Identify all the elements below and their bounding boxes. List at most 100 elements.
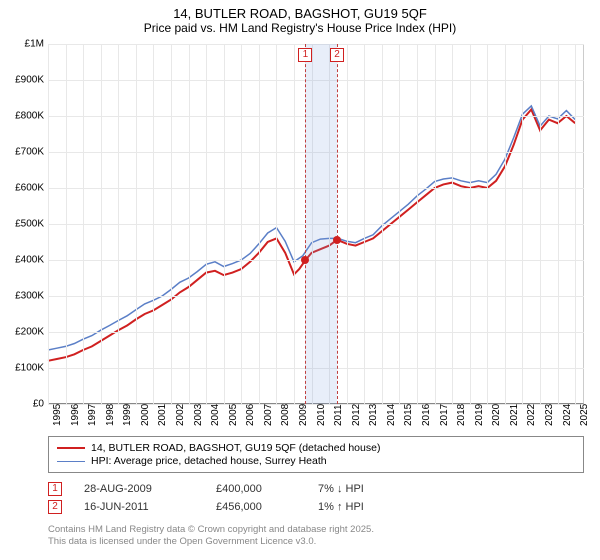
x-tick-label: 1998 — [105, 404, 116, 426]
title-line-2: Price paid vs. HM Land Registry's House … — [0, 21, 600, 35]
x-gridline — [452, 44, 453, 404]
x-gridline — [558, 44, 559, 404]
y-tick-label: £800K — [6, 111, 44, 122]
band-edge — [337, 44, 338, 404]
x-gridline — [347, 44, 348, 404]
x-tick-label: 2025 — [579, 404, 590, 426]
sale-marker-dot — [333, 236, 341, 244]
x-tick-label: 2015 — [403, 404, 414, 426]
x-gridline — [540, 44, 541, 404]
x-tick-label: 2016 — [421, 404, 432, 426]
x-gridline — [171, 44, 172, 404]
y-tick-label: £600K — [6, 183, 44, 194]
x-gridline — [505, 44, 506, 404]
x-tick-label: 2005 — [228, 404, 239, 426]
x-tick-label: 2017 — [439, 404, 450, 426]
x-tick-label: 2023 — [544, 404, 555, 426]
x-gridline — [364, 44, 365, 404]
x-tick-label: 2010 — [316, 404, 327, 426]
data-attribution: Contains HM Land Registry data © Crown c… — [48, 524, 374, 549]
y-tick-label: £1M — [6, 39, 44, 50]
x-tick-label: 2000 — [140, 404, 151, 426]
x-gridline — [382, 44, 383, 404]
x-gridline — [206, 44, 207, 404]
x-gridline — [259, 44, 260, 404]
legend-label: HPI: Average price, detached house, Surr… — [91, 455, 327, 467]
x-tick-label: 1996 — [70, 404, 81, 426]
sale-delta: 1% ↑ HPI — [318, 501, 398, 513]
x-tick-label: 2022 — [526, 404, 537, 426]
x-gridline — [276, 44, 277, 404]
sale-index: 2 — [48, 500, 62, 514]
x-gridline — [136, 44, 137, 404]
footer-line-1: Contains HM Land Registry data © Crown c… — [48, 524, 374, 536]
x-gridline — [294, 44, 295, 404]
chart-area: £0£100K£200K£300K£400K£500K£600K£700K£80… — [48, 44, 584, 404]
legend-item: 14, BUTLER ROAD, BAGSHOT, GU19 5QF (deta… — [57, 442, 575, 454]
y-tick-label: £200K — [6, 327, 44, 338]
x-tick-label: 1995 — [52, 404, 63, 426]
x-tick-label: 2018 — [456, 404, 467, 426]
sale-row: 2 16-JUN-2011 £456,000 1% ↑ HPI — [48, 500, 398, 514]
x-tick-label: 2001 — [157, 404, 168, 426]
x-gridline — [48, 44, 49, 404]
x-gridline — [575, 44, 576, 404]
y-tick-label: £500K — [6, 219, 44, 230]
legend-swatch — [57, 461, 85, 462]
legend-box: 14, BUTLER ROAD, BAGSHOT, GU19 5QF (deta… — [48, 436, 584, 473]
x-tick-label: 2004 — [210, 404, 221, 426]
y-tick-label: £0 — [6, 399, 44, 410]
x-gridline — [470, 44, 471, 404]
sale-date: 28-AUG-2009 — [84, 483, 194, 495]
x-tick-label: 1999 — [122, 404, 133, 426]
x-gridline — [417, 44, 418, 404]
sale-price: £400,000 — [216, 483, 296, 495]
x-tick-label: 2009 — [298, 404, 309, 426]
sale-date: 16-JUN-2011 — [84, 501, 194, 513]
x-gridline — [487, 44, 488, 404]
sales-table: 1 28-AUG-2009 £400,000 7% ↓ HPI 2 16-JUN-2011… — [48, 478, 398, 518]
legend-item: HPI: Average price, detached house, Surr… — [57, 455, 575, 467]
sale-row: 1 28-AUG-2009 £400,000 7% ↓ HPI — [48, 482, 398, 496]
x-gridline — [224, 44, 225, 404]
sale-delta: 7% ↓ HPI — [318, 483, 398, 495]
title-line-1: 14, BUTLER ROAD, BAGSHOT, GU19 5QF — [0, 6, 600, 21]
x-tick-label: 2019 — [474, 404, 485, 426]
band-edge — [305, 44, 306, 404]
y-tick-label: £100K — [6, 363, 44, 374]
sale-marker-dot — [301, 256, 309, 264]
x-tick-label: 2013 — [368, 404, 379, 426]
highlight-band — [305, 44, 337, 404]
x-tick-label: 2020 — [491, 404, 502, 426]
x-tick-label: 2007 — [263, 404, 274, 426]
sale-marker-label: 2 — [330, 48, 344, 62]
x-gridline — [241, 44, 242, 404]
x-tick-label: 2003 — [193, 404, 204, 426]
x-gridline — [83, 44, 84, 404]
y-tick-label: £400K — [6, 255, 44, 266]
x-gridline — [522, 44, 523, 404]
legend-label: 14, BUTLER ROAD, BAGSHOT, GU19 5QF (deta… — [91, 442, 380, 454]
y-tick-label: £300K — [6, 291, 44, 302]
legend-swatch — [57, 447, 85, 449]
x-tick-label: 2014 — [386, 404, 397, 426]
x-gridline — [399, 44, 400, 404]
x-tick-label: 2021 — [509, 404, 520, 426]
footer-line-2: This data is licensed under the Open Gov… — [48, 536, 374, 548]
plot-area: £0£100K£200K£300K£400K£500K£600K£700K£80… — [48, 44, 584, 404]
x-gridline — [101, 44, 102, 404]
sale-index: 1 — [48, 482, 62, 496]
y-tick-label: £700K — [6, 147, 44, 158]
x-gridline — [189, 44, 190, 404]
x-gridline — [153, 44, 154, 404]
x-tick-label: 2011 — [333, 404, 344, 426]
sale-price: £456,000 — [216, 501, 296, 513]
x-tick-label: 2008 — [280, 404, 291, 426]
sale-marker-label: 1 — [298, 48, 312, 62]
x-gridline — [118, 44, 119, 404]
x-tick-label: 2024 — [562, 404, 573, 426]
x-tick-label: 2002 — [175, 404, 186, 426]
y-tick-label: £900K — [6, 75, 44, 86]
x-tick-label: 1997 — [87, 404, 98, 426]
x-tick-label: 2012 — [351, 404, 362, 426]
